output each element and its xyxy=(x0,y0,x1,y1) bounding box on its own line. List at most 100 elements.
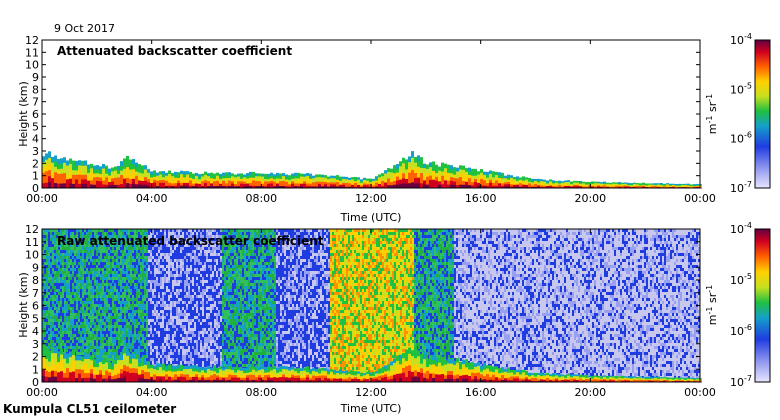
heatmap-cell xyxy=(130,292,132,295)
heatmap-cell xyxy=(92,292,94,295)
heatmap-cell xyxy=(189,179,192,184)
heatmap-cell xyxy=(60,337,62,340)
heatmap-cell xyxy=(110,265,112,268)
heatmap-cell xyxy=(222,172,225,176)
heatmap-cell xyxy=(178,259,180,262)
heatmap-cell xyxy=(54,274,56,277)
heatmap-cell xyxy=(132,277,134,280)
heatmap-cell xyxy=(44,280,46,283)
heatmap-cell xyxy=(633,184,636,186)
heatmap-cell xyxy=(74,229,76,232)
heatmap-cell xyxy=(132,280,134,283)
heatmap-cell xyxy=(74,343,76,346)
heatmap-cell xyxy=(225,177,228,181)
heatmap-cell xyxy=(110,262,112,265)
heatmap-cell xyxy=(96,180,99,185)
heatmap-cell xyxy=(252,179,255,184)
heatmap-cell xyxy=(166,283,168,286)
heatmap-cell xyxy=(339,178,342,181)
heatmap-cell xyxy=(45,153,48,160)
heatmap-cell xyxy=(582,185,585,188)
heatmap-cell xyxy=(82,280,84,283)
heatmap-cell xyxy=(90,244,92,247)
heatmap-cell xyxy=(164,268,166,271)
heatmap-cell xyxy=(126,177,129,184)
heatmap-cell xyxy=(62,292,64,295)
heatmap-cell xyxy=(354,180,357,183)
heatmap-cell xyxy=(252,177,255,181)
heatmap-cell xyxy=(82,313,84,316)
heatmap-cell xyxy=(75,165,78,171)
heatmap-cell xyxy=(134,277,136,280)
heatmap-cell xyxy=(372,181,375,184)
panel1-plot-area xyxy=(42,40,700,188)
heatmap-cell xyxy=(106,322,108,325)
heatmap-cell xyxy=(144,355,146,358)
heatmap-cell xyxy=(228,182,231,186)
heatmap-cell xyxy=(513,178,516,182)
heatmap-cell xyxy=(164,280,166,283)
heatmap-cell xyxy=(423,163,426,169)
heatmap-cell xyxy=(130,274,132,277)
heatmap-cell xyxy=(152,343,154,346)
heatmap-cell xyxy=(152,256,154,259)
heatmap-cell xyxy=(114,238,116,241)
heatmap-cell xyxy=(90,310,92,313)
heatmap-cell xyxy=(315,183,318,187)
heatmap-cell xyxy=(76,283,78,286)
heatmap-cell xyxy=(160,229,162,232)
heatmap-cell xyxy=(136,331,138,334)
heatmap-cell xyxy=(46,340,48,343)
heatmap-cell xyxy=(108,283,110,286)
heatmap-cell xyxy=(142,292,144,295)
heatmap-cell xyxy=(189,185,192,189)
heatmap-cell xyxy=(339,180,342,183)
heatmap-cell xyxy=(54,229,56,232)
heatmap-cell xyxy=(552,181,555,184)
heatmap-cell xyxy=(82,292,84,295)
heatmap-cell xyxy=(108,184,111,189)
heatmap-cell xyxy=(138,301,140,304)
heatmap-cell xyxy=(142,256,144,259)
heatmap-cell xyxy=(318,178,321,182)
heatmap-cell xyxy=(94,349,96,352)
heatmap-cell xyxy=(126,232,128,235)
heatmap-cell xyxy=(126,244,128,247)
heatmap-cell xyxy=(178,343,180,346)
heatmap-cell xyxy=(168,331,170,334)
heatmap-cell xyxy=(72,301,74,304)
heatmap-cell xyxy=(76,271,78,274)
heatmap-cell xyxy=(74,265,76,268)
heatmap-cell xyxy=(80,322,82,325)
heatmap-cell xyxy=(56,244,58,247)
heatmap-cell xyxy=(594,181,597,184)
heatmap-cell xyxy=(498,172,501,176)
heatmap-cell xyxy=(132,301,134,304)
heatmap-cell xyxy=(172,262,174,265)
heatmap-cell xyxy=(234,179,237,182)
heatmap-cell xyxy=(66,310,68,313)
heatmap-cell xyxy=(363,179,366,182)
heatmap-cell xyxy=(264,185,267,189)
heatmap-cell xyxy=(660,183,663,186)
heatmap-cell xyxy=(46,262,48,265)
heatmap-cell xyxy=(158,292,160,295)
heatmap-cell xyxy=(60,232,62,235)
heatmap-cell xyxy=(354,178,357,182)
heatmap-cell xyxy=(160,298,162,301)
heatmap-cell xyxy=(164,304,166,307)
heatmap-cell xyxy=(64,283,66,286)
heatmap-cell xyxy=(108,181,111,186)
heatmap-cell xyxy=(354,182,357,185)
heatmap-cell xyxy=(140,268,142,271)
panel1-colorbar: 10-710-610-510-4 m-1 sr-1 xyxy=(705,32,771,195)
heatmap-cell xyxy=(110,286,112,289)
heatmap-cell xyxy=(66,316,68,319)
heatmap-cell xyxy=(88,289,90,292)
heatmap-cell xyxy=(138,310,140,313)
heatmap-cell xyxy=(92,307,94,310)
heatmap-cell xyxy=(178,337,180,340)
heatmap-cell xyxy=(72,334,74,337)
heatmap-cell xyxy=(543,182,546,185)
